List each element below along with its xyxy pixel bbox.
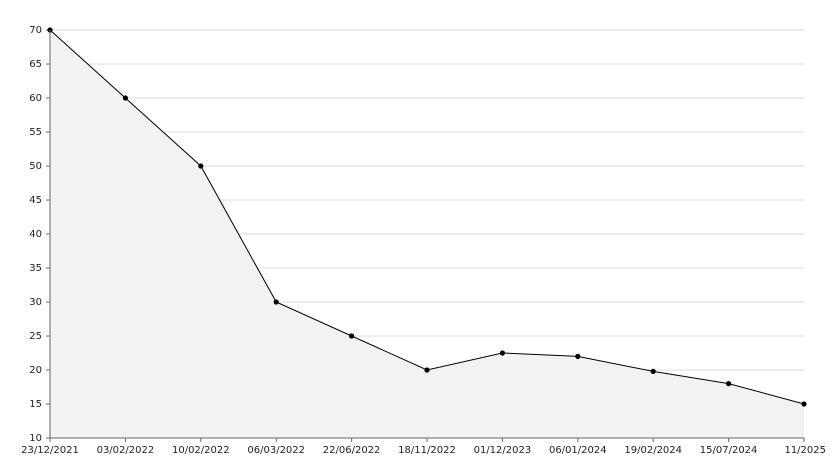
marker — [650, 368, 656, 374]
x-tick-label: 01/12/2023 — [474, 445, 532, 456]
marker — [499, 350, 505, 356]
y-tick-label: 70 — [29, 25, 42, 36]
x-tick-label: 11/2025 — [784, 445, 826, 456]
y-tick-label: 10 — [29, 433, 42, 444]
x-tick-label: 10/02/2022 — [172, 445, 230, 456]
y-tick-label: 35 — [29, 263, 42, 274]
y-tick-label: 45 — [29, 195, 42, 206]
marker — [198, 163, 204, 169]
x-tick-label: 06/03/2022 — [247, 445, 305, 456]
marker — [273, 299, 279, 305]
y-tick-label: 60 — [29, 93, 42, 104]
y-tick-label: 15 — [29, 399, 42, 410]
marker — [424, 367, 430, 373]
marker — [726, 381, 732, 387]
x-tick-label: 06/01/2024 — [549, 445, 607, 456]
y-tick-label: 55 — [29, 127, 42, 138]
x-tick-label: 18/11/2022 — [398, 445, 456, 456]
x-tick-label: 23/12/2021 — [21, 445, 79, 456]
y-tick-label: 40 — [29, 229, 42, 240]
x-tick-label: 15/07/2024 — [700, 445, 758, 456]
marker — [575, 353, 581, 359]
marker — [349, 333, 355, 339]
marker — [801, 401, 807, 407]
y-tick-label: 50 — [29, 161, 42, 172]
y-tick-label: 65 — [29, 59, 42, 70]
y-tick-label: 30 — [29, 297, 42, 308]
x-tick-label: 19/02/2024 — [624, 445, 682, 456]
marker — [122, 95, 128, 101]
area-fill — [50, 30, 804, 438]
x-tick-label: 22/06/2022 — [323, 445, 381, 456]
x-tick-label: 03/02/2022 — [97, 445, 155, 456]
y-tick-label: 25 — [29, 331, 42, 342]
y-tick-label: 20 — [29, 365, 42, 376]
